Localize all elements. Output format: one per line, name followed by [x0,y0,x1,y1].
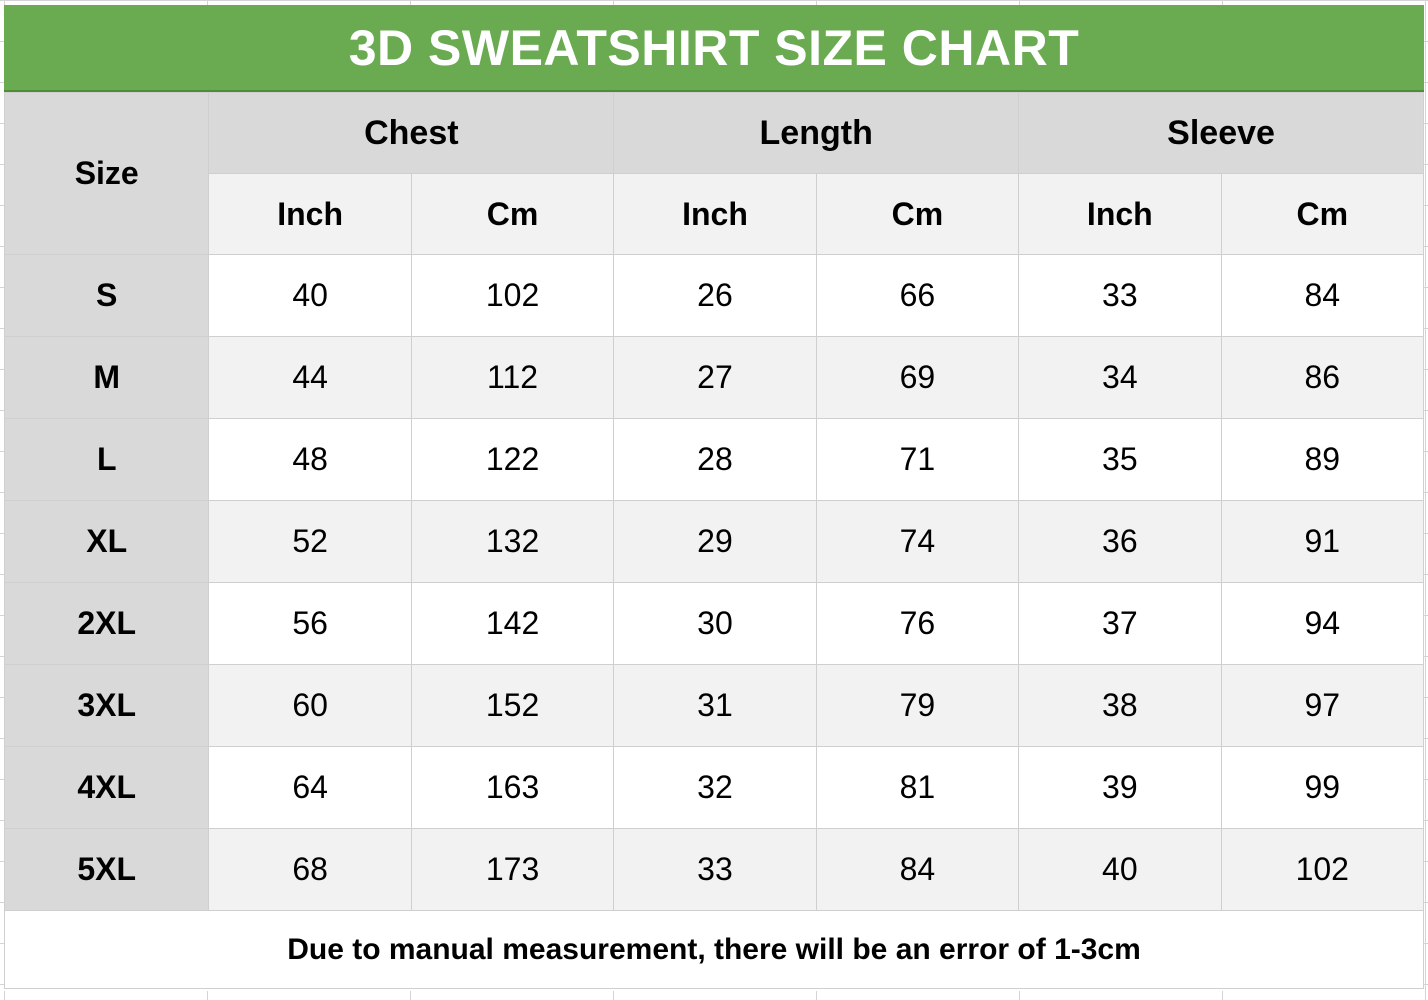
measurement-cell: 91 [1220,500,1425,583]
header-row-groups: Size Chest Length Sleeve [3,92,1424,255]
measurement-cell: 27 [613,336,817,419]
measurement-cell: 39 [1018,746,1222,829]
measurement-cell: 64 [208,746,412,829]
measurement-cell: 84 [815,828,1020,911]
measurement-cell: 132 [410,500,615,583]
measurement-cell: 152 [410,664,615,747]
header-row-units: Inch Cm Inch Cm Inch Cm [5,173,1425,255]
measurement-cell: 26 [613,254,817,337]
size-chart-container: 3D SWEATSHIRT SIZE CHART Size Chest Leng… [3,5,1425,991]
header-unit-sleeve-inch: Inch [1018,173,1222,255]
table-row: XL 52 132 29 74 36 91 [3,500,1425,583]
header-unit-sleeve-cm: Cm [1220,173,1425,255]
header-group-length: Length [613,92,1020,174]
measurement-cell: 37 [1018,582,1222,665]
measurement-cell: 30 [613,582,817,665]
table-row: 5XL 68 173 33 84 40 102 [3,828,1425,911]
table-header: Size Chest Length Sleeve Inch Cm Inch Cm… [3,92,1425,255]
size-cell: M [3,336,210,419]
measurement-cell: 86 [1220,336,1425,419]
measurement-cell: 69 [815,336,1020,419]
table-body: S 40 102 26 66 33 84 M 44 112 27 69 34 86 L 48 122 28 71 35… [3,254,1425,911]
size-cell: L [3,418,210,501]
header-group-sleeve: Sleeve [1018,92,1424,174]
measurement-cell: 102 [1220,828,1425,911]
note-row: Due to manual measurement, there will be… [4,910,1424,989]
header-unit-length-inch: Inch [613,173,817,255]
measurement-cell: 44 [208,336,412,419]
size-cell: 5XL [3,828,210,911]
measurement-cell: 89 [1220,418,1425,501]
measurement-cell: 33 [1018,254,1222,337]
measurement-cell: 35 [1018,418,1222,501]
measurement-cell: 48 [208,418,412,501]
size-cell: XL [3,500,210,583]
page-title: 3D SWEATSHIRT SIZE CHART [348,19,1080,76]
measurement-cell: 38 [1018,664,1222,747]
measurement-cell: 84 [1220,254,1425,337]
measurement-cell: 32 [613,746,817,829]
measurement-cell: 142 [410,582,615,665]
header-unit-length-cm: Cm [815,173,1020,255]
size-cell: 3XL [3,664,210,747]
header-unit-chest-cm: Cm [410,173,615,255]
table-footer: Due to manual measurement, there will be… [4,910,1424,989]
table-row: M 44 112 27 69 34 86 [3,336,1425,419]
header-size: Size [3,92,210,255]
measurement-cell: 81 [815,746,1020,829]
measurement-cell: 112 [410,336,615,419]
measurement-cell: 34 [1018,336,1222,419]
table-row: 4XL 64 163 32 81 39 99 [3,746,1425,829]
chart-title-bar: 3D SWEATSHIRT SIZE CHART [4,5,1424,92]
measurement-cell: 52 [208,500,412,583]
measurement-cell: 122 [410,418,615,501]
measurement-cell: 79 [815,664,1020,747]
measurement-cell: 94 [1220,582,1425,665]
header-group-chest: Chest [208,92,615,174]
measurement-cell: 28 [613,418,817,501]
measurement-cell: 29 [613,500,817,583]
measurement-cell: 163 [410,746,615,829]
measurement-cell: 33 [613,828,817,911]
measurement-cell: 74 [815,500,1020,583]
measurement-cell: 71 [815,418,1020,501]
measurement-cell: 40 [208,254,412,337]
table-row: 2XL 56 142 30 76 37 94 [3,582,1425,665]
size-cell: 4XL [3,746,210,829]
measurement-cell: 68 [208,828,412,911]
measurement-cell: 56 [208,582,412,665]
header-unit-chest-inch: Inch [208,173,412,255]
size-chart-table: Size Chest Length Sleeve Inch Cm Inch Cm… [3,92,1425,989]
measurement-cell: 60 [208,664,412,747]
measurement-cell: 40 [1018,828,1222,911]
measurement-cell: 31 [613,664,817,747]
measurement-cell: 97 [1220,664,1425,747]
table-row: L 48 122 28 71 35 89 [3,418,1425,501]
measurement-cell: 76 [815,582,1020,665]
measurement-cell: 102 [410,254,615,337]
size-cell: S [3,254,210,337]
measurement-cell: 173 [410,828,615,911]
table-row: 3XL 60 152 31 79 38 97 [3,664,1425,747]
table-row: S 40 102 26 66 33 84 [3,254,1425,337]
size-cell: 2XL [3,582,210,665]
measurement-cell: 36 [1018,500,1222,583]
measurement-cell: 66 [815,254,1020,337]
measurement-note: Due to manual measurement, there will be… [4,910,1424,989]
measurement-cell: 99 [1220,746,1425,829]
